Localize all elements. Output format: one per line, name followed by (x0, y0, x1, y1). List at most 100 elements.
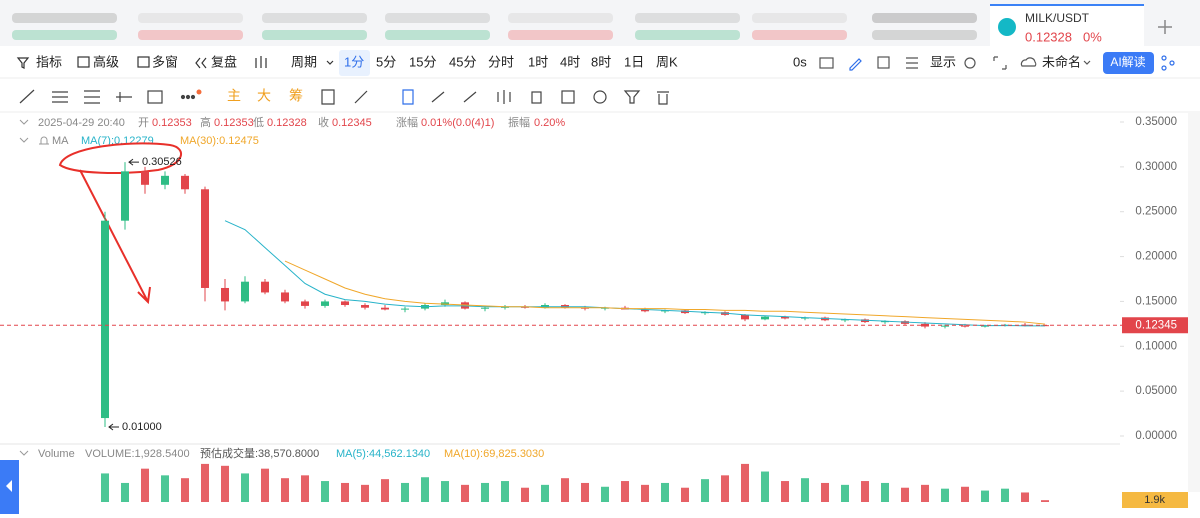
y-tick-label: 0.15000 (1135, 295, 1177, 307)
period[interactable]: 1时 (528, 54, 548, 69)
volume-bar (701, 479, 709, 502)
volume-bar (921, 484, 929, 502)
volume-bar (841, 484, 849, 502)
period[interactable]: 45分 (449, 54, 476, 69)
volume-bar (821, 482, 829, 502)
candle-body (361, 305, 369, 308)
volume-bar (441, 481, 449, 502)
draw-tool[interactable]: 主 (227, 88, 241, 104)
period[interactable]: 分时 (488, 54, 514, 69)
candle-body (181, 175, 189, 190)
volume-current-label: 1.9k (1144, 494, 1165, 506)
candle-body (641, 309, 649, 312)
y-tick-label: 0.35000 (1135, 116, 1177, 128)
volume-bar (741, 463, 749, 502)
volume-bar (1021, 492, 1029, 502)
draw-tool[interactable]: 大 (257, 88, 271, 104)
low-label: 0.01000 (122, 421, 162, 433)
period[interactable]: 5分 (376, 54, 396, 69)
volume-bar (181, 478, 189, 502)
volume-bar (301, 475, 309, 502)
ohlc-label: 高 (200, 115, 211, 129)
toolbar-item[interactable]: 高级 (93, 54, 119, 69)
volume-bar (281, 478, 289, 502)
y-tick-label: 0.20000 (1135, 251, 1177, 263)
candle-body (341, 301, 349, 306)
period[interactable]: 4时 (560, 54, 580, 69)
volume-bar (201, 463, 209, 502)
ma-line (284, 260, 1046, 325)
toolbar-item[interactable]: 周期 (291, 54, 317, 69)
layout-name[interactable]: 未命名 (1042, 54, 1081, 69)
volume-ma5: MA(5):44,562.1340 (336, 448, 430, 460)
volume-bar (261, 468, 269, 502)
last-price-label: 0.12345 (1135, 319, 1177, 331)
period[interactable]: 1分 (344, 54, 364, 69)
bell-icon[interactable] (39, 136, 49, 145)
candle-body (201, 189, 209, 288)
toolbar-item[interactable]: 复盘 (211, 54, 237, 69)
candle-body (941, 325, 949, 327)
period[interactable]: 1日 (624, 54, 644, 69)
volume-bar (941, 488, 949, 502)
volume-bar (881, 482, 889, 502)
scrollbar (1188, 112, 1200, 492)
side-tab-arrow (6, 480, 12, 492)
ohlc-value: 0.01%(0.0(4)1) (421, 117, 494, 129)
candle-body (261, 281, 269, 293)
candle-body (101, 220, 109, 419)
volume-bar (121, 482, 129, 502)
volume-bar (621, 481, 629, 502)
new-dot (196, 89, 202, 95)
ai-button[interactable]: AI解读 (1110, 55, 1145, 69)
candle-body (141, 171, 149, 185)
draw-tool[interactable]: 筹 (289, 88, 303, 104)
collapse-icon[interactable] (19, 137, 29, 143)
collapse-icon[interactable] (19, 450, 29, 456)
period[interactable]: 15分 (409, 54, 436, 69)
volume-bar (561, 478, 569, 502)
volume-bar (101, 473, 109, 502)
toolbar-icons (16, 56, 334, 69)
volume-bar (381, 479, 389, 502)
coin-logo (998, 18, 1016, 36)
volume-bar (541, 484, 549, 502)
period[interactable]: 周K (656, 54, 678, 69)
volume-bar (681, 487, 689, 502)
ai-button-bg[interactable] (1103, 52, 1154, 74)
pair-name: MILK/USDT (1025, 11, 1090, 25)
ohlc-value: 0.20% (534, 117, 565, 129)
toolbar-item[interactable]: 指标 (36, 54, 62, 69)
display-menu[interactable]: 显示 (930, 54, 956, 69)
low-arrow (108, 423, 119, 431)
volume-bar (1001, 488, 1009, 502)
volume-estimate: 预估成交量:38,570.8000 (200, 446, 319, 460)
high-label: 0.30526 (142, 156, 182, 168)
ma-title: MA (52, 135, 69, 147)
volume-bar (901, 487, 909, 502)
volume-bar (641, 484, 649, 502)
toolbar-item[interactable]: 多窗 (152, 54, 178, 69)
add-tab[interactable] (1158, 20, 1172, 34)
candle-body (481, 307, 489, 309)
period[interactable]: 8时 (591, 54, 611, 69)
ohlc-label: 开 (138, 117, 149, 129)
volume-bar (861, 481, 869, 502)
collapse-icon[interactable] (19, 119, 29, 125)
volume-bar (241, 473, 249, 502)
volume-label: VOLUME:1,928.5400 (85, 448, 190, 460)
volume-bar (421, 477, 429, 502)
candle-body (741, 314, 749, 320)
volume-bar (761, 471, 769, 502)
volume-ma10: MA(10):69,825.3030 (444, 448, 544, 460)
pair-change: 0% (1083, 29, 1102, 44)
y-tick-label: 0.25000 (1135, 206, 1177, 218)
volume-bar (721, 475, 729, 502)
volume-bar (581, 482, 589, 502)
blurred-tickers (12, 13, 977, 40)
y-tick-label: 0.30000 (1135, 161, 1177, 173)
volume-bar (661, 482, 669, 502)
y-tick-label: 0.00000 (1135, 430, 1177, 442)
volume-bar (481, 482, 489, 502)
